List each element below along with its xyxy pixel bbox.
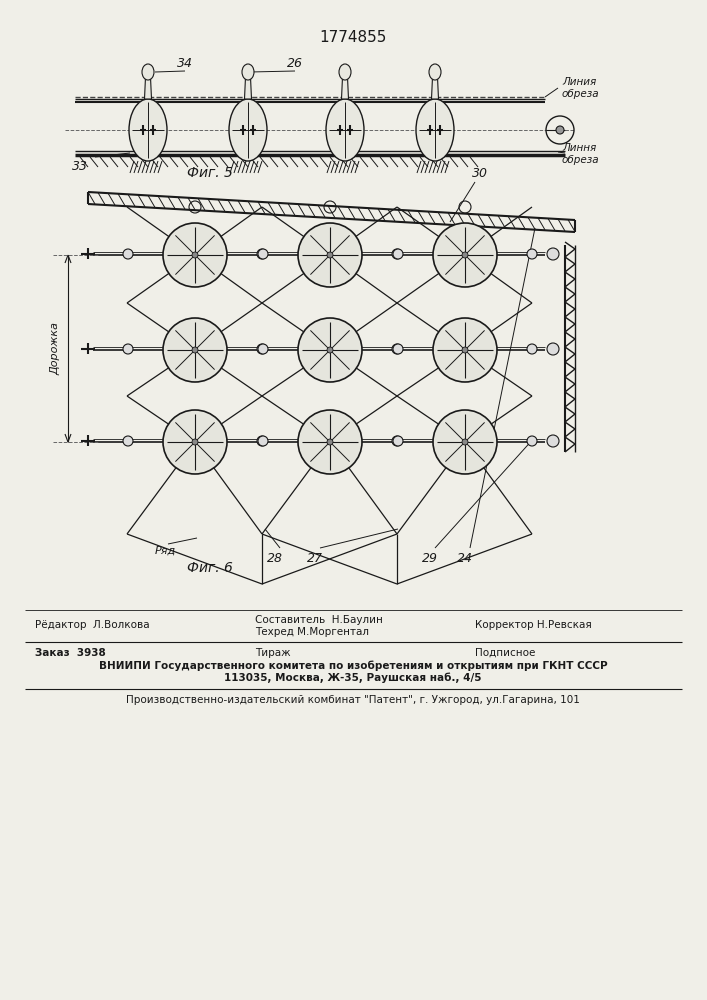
Text: 30: 30	[472, 167, 488, 180]
Ellipse shape	[129, 99, 167, 161]
Circle shape	[163, 318, 227, 382]
Circle shape	[462, 252, 468, 258]
Ellipse shape	[242, 64, 254, 80]
Text: Тираж: Тираж	[255, 648, 291, 658]
Circle shape	[433, 223, 497, 287]
Text: 24: 24	[457, 552, 473, 565]
Ellipse shape	[339, 64, 351, 80]
Text: Фиг. 5: Фиг. 5	[187, 166, 233, 180]
Text: Линия
обреза: Линия обреза	[562, 77, 600, 99]
Circle shape	[257, 344, 267, 354]
Text: Фиг. 6: Фиг. 6	[187, 561, 233, 575]
Circle shape	[257, 249, 267, 259]
Circle shape	[392, 249, 402, 259]
Circle shape	[123, 436, 133, 446]
Circle shape	[298, 318, 362, 382]
Circle shape	[192, 252, 198, 258]
Circle shape	[123, 344, 133, 354]
Circle shape	[298, 410, 362, 474]
Text: 1774855: 1774855	[320, 30, 387, 45]
Text: Заказ  3938: Заказ 3938	[35, 648, 106, 658]
Circle shape	[327, 252, 333, 258]
Circle shape	[547, 435, 559, 447]
Circle shape	[327, 347, 333, 353]
Text: 28: 28	[267, 552, 283, 565]
Circle shape	[192, 347, 198, 353]
Text: 26: 26	[287, 57, 303, 70]
Text: 27: 27	[307, 552, 323, 565]
Text: Рёдактор  Л.Волкова: Рёдактор Л.Волкова	[35, 620, 150, 630]
Text: Дорожка: Дорожка	[50, 322, 60, 375]
Circle shape	[393, 436, 403, 446]
Polygon shape	[144, 77, 151, 99]
Text: Корректор Н.Ревская: Корректор Н.Ревская	[475, 620, 592, 630]
Polygon shape	[245, 77, 252, 99]
Circle shape	[393, 249, 403, 259]
Ellipse shape	[326, 99, 364, 161]
Text: Ряд: Ряд	[155, 546, 176, 556]
Text: 34: 34	[177, 57, 193, 70]
Text: Подписное: Подписное	[475, 648, 535, 658]
Circle shape	[527, 344, 537, 354]
Circle shape	[462, 347, 468, 353]
Circle shape	[258, 436, 268, 446]
Circle shape	[527, 436, 537, 446]
Text: Составитель  Н.Баулин: Составитель Н.Баулин	[255, 615, 383, 625]
Circle shape	[462, 439, 468, 445]
Ellipse shape	[416, 99, 454, 161]
Circle shape	[433, 410, 497, 474]
Circle shape	[298, 223, 362, 287]
Circle shape	[258, 249, 268, 259]
Text: Линня
обреза: Линня обреза	[562, 143, 600, 165]
Circle shape	[547, 248, 559, 260]
Text: 113035, Москва, Ж-35, Раушская наб., 4/5: 113035, Москва, Ж-35, Раушская наб., 4/5	[224, 673, 481, 683]
Ellipse shape	[429, 64, 441, 80]
Text: 33: 33	[72, 160, 88, 173]
Text: ВНИИПИ Государственного комитета по изобретениям и открытиям при ГКНТ СССР: ВНИИПИ Государственного комитета по изоб…	[99, 661, 607, 671]
Circle shape	[257, 436, 267, 446]
Circle shape	[192, 439, 198, 445]
Circle shape	[556, 126, 564, 134]
Circle shape	[258, 344, 268, 354]
Text: 29: 29	[422, 552, 438, 565]
Text: Техред М.Моргентал: Техред М.Моргентал	[255, 627, 369, 637]
Polygon shape	[341, 77, 349, 99]
Circle shape	[392, 344, 402, 354]
Circle shape	[527, 249, 537, 259]
Circle shape	[547, 343, 559, 355]
Polygon shape	[431, 77, 438, 99]
Text: Производственно-издательский комбинат "Патент", г. Ужгород, ул.Гагарина, 101: Производственно-издательский комбинат "П…	[126, 695, 580, 705]
Circle shape	[433, 318, 497, 382]
Circle shape	[123, 249, 133, 259]
Circle shape	[393, 344, 403, 354]
Circle shape	[392, 436, 402, 446]
Circle shape	[163, 410, 227, 474]
Ellipse shape	[142, 64, 154, 80]
Circle shape	[163, 223, 227, 287]
Circle shape	[327, 439, 333, 445]
Ellipse shape	[229, 99, 267, 161]
